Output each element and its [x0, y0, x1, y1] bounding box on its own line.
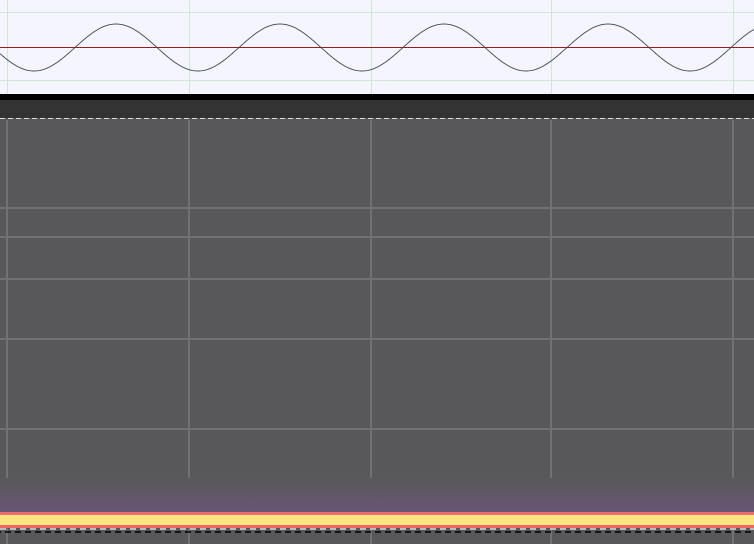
waveform-track[interactable]	[0, 0, 754, 94]
spectrum-band-edge	[0, 525, 754, 528]
track-header-bar	[0, 100, 754, 118]
track-separator	[0, 94, 754, 100]
waveform	[0, 23, 754, 72]
spectrogram-track[interactable]	[0, 118, 754, 544]
spectrogram-background	[0, 118, 754, 544]
spectrum-glow	[0, 478, 754, 513]
spectrum-band-peak	[0, 515, 754, 525]
spectrum-band-edge	[0, 512, 754, 515]
